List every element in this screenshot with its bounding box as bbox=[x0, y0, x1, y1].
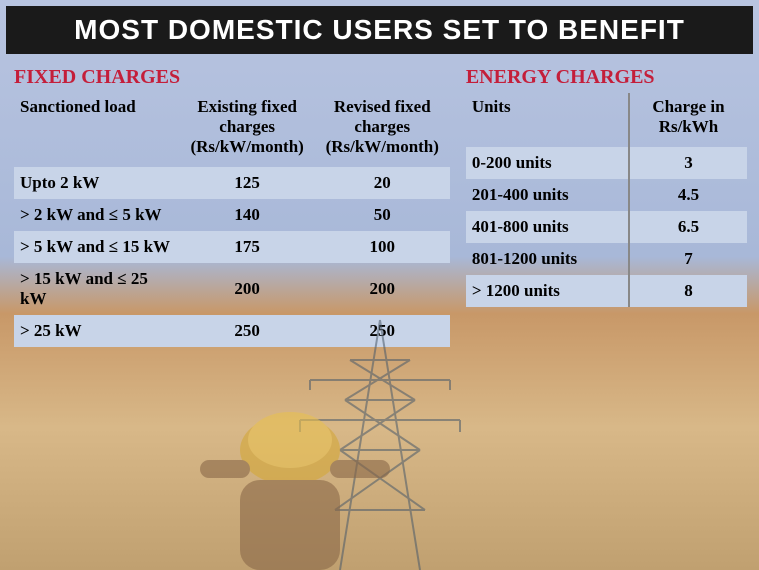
fixed-charges-heading: FIXED CHARGES bbox=[14, 66, 450, 89]
cell-units: 0-200 units bbox=[466, 147, 629, 179]
col-units: Units bbox=[466, 93, 629, 147]
cell-existing: 140 bbox=[180, 199, 315, 231]
energy-charges-heading: ENERGY CHARGES bbox=[466, 66, 747, 89]
fixed-charges-section: FIXED CHARGES Sanctioned load Existing f… bbox=[14, 66, 450, 347]
table-row: 801-1200 units 7 bbox=[466, 243, 747, 275]
table-row: 401-800 units 6.5 bbox=[466, 211, 747, 243]
cell-charge: 6.5 bbox=[629, 211, 747, 243]
cell-load: > 15 kW and ≤ 25 kW bbox=[14, 263, 180, 315]
energy-charges-table: Units Charge in Rs/kWh 0-200 units 3 201… bbox=[466, 93, 747, 307]
col-revised: Revised fixed charges (Rs/kW/month) bbox=[315, 93, 450, 167]
cell-load: > 25 kW bbox=[14, 315, 180, 347]
cell-units: 801-1200 units bbox=[466, 243, 629, 275]
page-title: MOST DOMESTIC USERS SET TO BENEFIT bbox=[6, 6, 753, 54]
table-row: > 15 kW and ≤ 25 kW 200 200 bbox=[14, 263, 450, 315]
col-charge: Charge in Rs/kWh bbox=[629, 93, 747, 147]
cell-charge: 7 bbox=[629, 243, 747, 275]
table-row: > 5 kW and ≤ 15 kW 175 100 bbox=[14, 231, 450, 263]
cell-charge: 4.5 bbox=[629, 179, 747, 211]
table-row: > 2 kW and ≤ 5 kW 140 50 bbox=[14, 199, 450, 231]
col-existing: Existing fixed charges (Rs/kW/month) bbox=[180, 93, 315, 167]
worker-icon bbox=[180, 390, 400, 570]
cell-charge: 3 bbox=[629, 147, 747, 179]
tables-container: FIXED CHARGES Sanctioned load Existing f… bbox=[0, 54, 759, 347]
energy-charges-section: ENERGY CHARGES Units Charge in Rs/kWh 0-… bbox=[466, 66, 747, 347]
cell-revised: 50 bbox=[315, 199, 450, 231]
cell-existing: 125 bbox=[180, 167, 315, 199]
table-row: 0-200 units 3 bbox=[466, 147, 747, 179]
cell-revised: 100 bbox=[315, 231, 450, 263]
cell-load: Upto 2 kW bbox=[14, 167, 180, 199]
table-row: Upto 2 kW 125 20 bbox=[14, 167, 450, 199]
table-row: > 1200 units 8 bbox=[466, 275, 747, 307]
cell-units: 201-400 units bbox=[466, 179, 629, 211]
cell-existing: 200 bbox=[180, 263, 315, 315]
cell-units: 401-800 units bbox=[466, 211, 629, 243]
cell-charge: 8 bbox=[629, 275, 747, 307]
cell-units: > 1200 units bbox=[466, 275, 629, 307]
table-row: 201-400 units 4.5 bbox=[466, 179, 747, 211]
cell-load: > 5 kW and ≤ 15 kW bbox=[14, 231, 180, 263]
cell-existing: 175 bbox=[180, 231, 315, 263]
col-sanctioned-load: Sanctioned load bbox=[14, 93, 180, 167]
fixed-charges-table: Sanctioned load Existing fixed charges (… bbox=[14, 93, 450, 347]
cell-revised: 200 bbox=[315, 263, 450, 315]
cell-revised: 20 bbox=[315, 167, 450, 199]
cell-load: > 2 kW and ≤ 5 kW bbox=[14, 199, 180, 231]
